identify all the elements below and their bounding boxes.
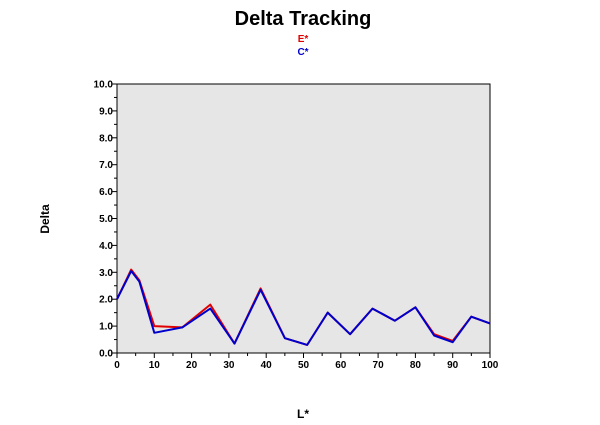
y-tick-label: 0.0	[99, 349, 113, 360]
y-axis: 0.0 1.0 2.0 3.0 4.0 5.0 6.0 7.0 8.0 9.0 10.0	[94, 80, 117, 360]
x-tick-label: 10	[149, 360, 161, 371]
legend-entry-c: C*	[297, 47, 308, 58]
legend-entry-e: E*	[298, 34, 309, 45]
x-tick-label: 80	[410, 360, 422, 371]
y-tick-label: 4.0	[99, 241, 113, 252]
chart-title: Delta Tracking	[235, 8, 372, 30]
y-tick-label: 7.0	[99, 160, 113, 171]
series-line-c	[116, 270, 491, 346]
y-tick-label: 1.0	[99, 322, 113, 333]
x-tick-label: 20	[186, 360, 198, 371]
y-tick-label: 6.0	[99, 187, 113, 198]
x-tick-label: 60	[335, 360, 347, 371]
y-tick-label: 5.0	[99, 214, 113, 225]
y-tick-label: 9.0	[99, 106, 113, 117]
x-tick-label: 50	[298, 360, 310, 371]
series-layer	[116, 268, 491, 346]
x-tick-label: 90	[447, 360, 459, 371]
x-tick-label: 100	[482, 360, 499, 371]
x-tick-label: 0	[114, 360, 120, 371]
x-axis: 0 10 20 30 40 50 60 70 80 90 100	[114, 353, 499, 371]
y-tick-label: 8.0	[99, 133, 113, 144]
legend: E* C*	[297, 34, 308, 58]
y-tick-label: 2.0	[99, 295, 113, 306]
y-tick-label: 3.0	[99, 268, 113, 279]
plot-area	[116, 83, 491, 354]
y-axis-label: Delta	[38, 204, 52, 234]
x-axis-label: L*	[297, 407, 309, 421]
x-tick-label: 40	[261, 360, 273, 371]
x-tick-label: 30	[223, 360, 235, 371]
y-tick-label: 10.0	[94, 80, 114, 91]
x-tick-label: 70	[373, 360, 385, 371]
